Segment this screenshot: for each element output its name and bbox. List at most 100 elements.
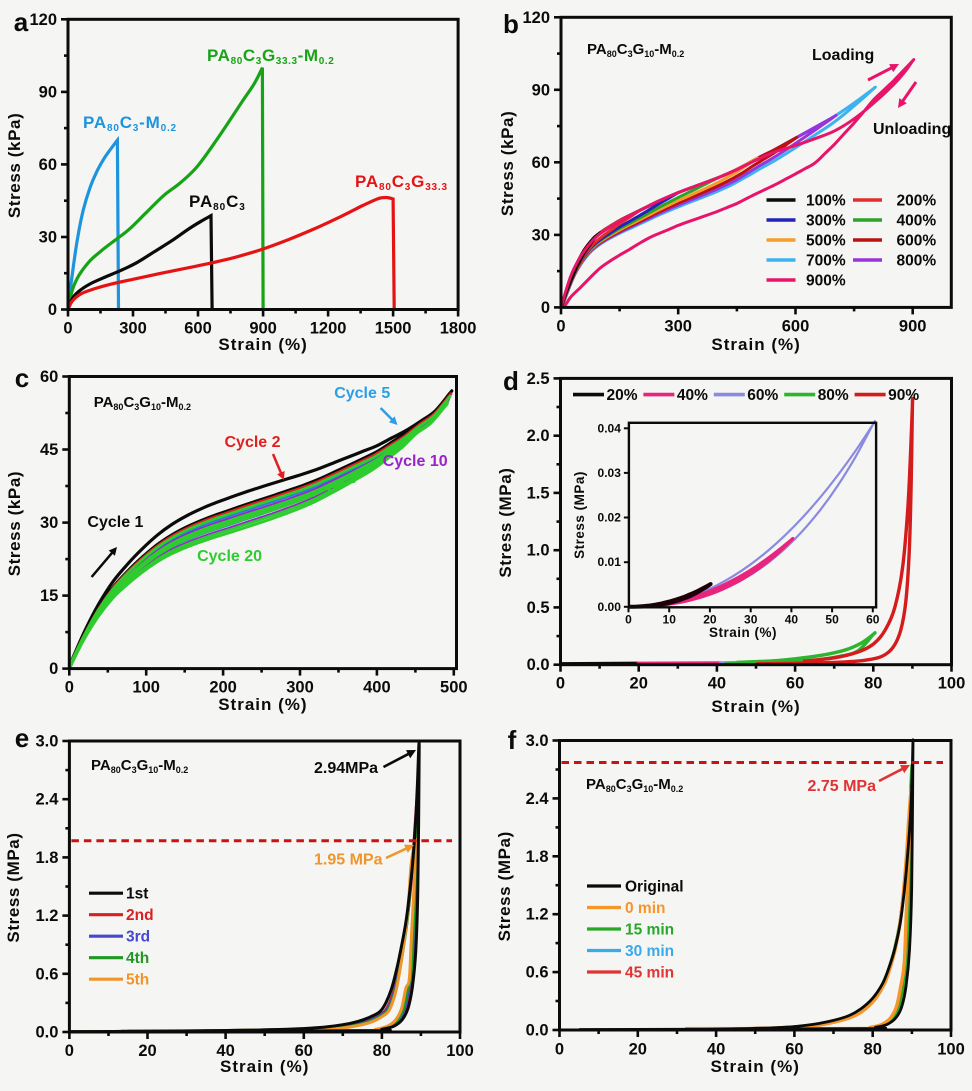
- svg-text:1800: 1800: [440, 320, 477, 338]
- svg-text:120: 120: [522, 9, 550, 27]
- svg-text:30: 30: [40, 514, 58, 532]
- svg-text:40: 40: [216, 1042, 234, 1060]
- svg-text:600%: 600%: [897, 233, 937, 250]
- svg-text:1.2: 1.2: [526, 906, 549, 924]
- svg-text:30: 30: [532, 226, 550, 244]
- svg-text:Cycle 10: Cycle 10: [383, 453, 448, 470]
- svg-text:100%: 100%: [806, 193, 846, 210]
- svg-text:Strain (%): Strain (%): [709, 625, 777, 640]
- svg-text:a: a: [14, 7, 29, 37]
- svg-text:80%: 80%: [818, 387, 849, 404]
- svg-text:900: 900: [899, 317, 927, 335]
- svg-text:200: 200: [209, 679, 237, 697]
- svg-text:2.0: 2.0: [527, 427, 550, 445]
- svg-text:40: 40: [708, 675, 726, 693]
- svg-text:100: 100: [446, 1042, 474, 1060]
- svg-text:60: 60: [40, 368, 58, 386]
- svg-text:0.6: 0.6: [526, 964, 549, 982]
- svg-text:400: 400: [363, 679, 391, 697]
- svg-text:Stress (MPa): Stress (MPa): [495, 831, 514, 941]
- svg-text:30: 30: [39, 229, 57, 247]
- svg-text:30 min: 30 min: [625, 943, 674, 960]
- svg-text:Loading: Loading: [812, 47, 874, 64]
- svg-text:45 min: 45 min: [625, 965, 674, 982]
- svg-text:900%: 900%: [806, 273, 846, 290]
- svg-text:Strain (%): Strain (%): [711, 697, 800, 716]
- svg-text:0.6: 0.6: [35, 965, 58, 983]
- svg-text:500: 500: [440, 679, 468, 697]
- svg-text:0.01: 0.01: [598, 555, 622, 569]
- svg-text:3.0: 3.0: [35, 733, 58, 751]
- svg-text:0: 0: [541, 299, 550, 317]
- svg-text:Stress (kPa): Stress (kPa): [5, 113, 24, 218]
- svg-text:2.94MPa: 2.94MPa: [314, 760, 378, 777]
- svg-text:1.8: 1.8: [526, 848, 549, 866]
- svg-text:2.5: 2.5: [527, 370, 550, 388]
- svg-text:20: 20: [629, 1041, 647, 1059]
- svg-text:60: 60: [866, 612, 880, 626]
- svg-text:0: 0: [65, 1042, 74, 1060]
- svg-text:0: 0: [556, 317, 565, 335]
- svg-text:Stress (MPa): Stress (MPa): [496, 467, 515, 577]
- svg-text:3rd: 3rd: [126, 929, 150, 946]
- svg-text:20: 20: [703, 612, 717, 626]
- svg-text:400%: 400%: [897, 213, 937, 230]
- svg-text:80: 80: [864, 675, 882, 693]
- svg-text:Original: Original: [625, 879, 684, 896]
- svg-text:90: 90: [39, 83, 57, 101]
- svg-text:Cycle 20: Cycle 20: [197, 548, 262, 565]
- svg-text:0.5: 0.5: [527, 599, 550, 617]
- svg-text:PA80​C3​G10​-M0.2​: PA80​C3​G10​-M0.2​: [586, 776, 683, 794]
- svg-text:900: 900: [249, 320, 277, 338]
- svg-text:300: 300: [664, 317, 692, 335]
- svg-text:20: 20: [630, 675, 648, 693]
- svg-text:300: 300: [119, 320, 147, 338]
- svg-text:Cycle 1: Cycle 1: [87, 514, 143, 531]
- svg-text:50: 50: [825, 612, 839, 626]
- svg-text:30: 30: [744, 612, 758, 626]
- svg-text:1.8: 1.8: [35, 849, 58, 867]
- svg-text:Strain (%): Strain (%): [220, 1057, 309, 1076]
- svg-text:PA80​C3​G33.3​: PA80​C3​G33.3​: [355, 172, 448, 193]
- svg-text:100: 100: [132, 679, 160, 697]
- svg-text:2.4: 2.4: [526, 790, 550, 808]
- svg-text:100: 100: [938, 675, 966, 693]
- svg-text:PA80​C3​G10​-M0.2​: PA80​C3​G10​-M0.2​: [91, 757, 188, 775]
- svg-text:0: 0: [63, 320, 72, 338]
- svg-text:500%: 500%: [806, 233, 846, 250]
- svg-text:0.0: 0.0: [526, 1022, 549, 1040]
- svg-text:0: 0: [65, 679, 74, 697]
- svg-text:20: 20: [138, 1042, 156, 1060]
- svg-text:1.95 MPa: 1.95 MPa: [314, 852, 383, 869]
- svg-text:0: 0: [49, 660, 58, 678]
- svg-text:2.4: 2.4: [35, 791, 59, 809]
- svg-text:Stress (kPa): Stress (kPa): [5, 471, 24, 576]
- svg-text:Cycle 5: Cycle 5: [334, 385, 390, 402]
- svg-text:40: 40: [785, 612, 799, 626]
- svg-text:80: 80: [373, 1042, 391, 1060]
- svg-text:Unloading: Unloading: [873, 121, 951, 138]
- svg-text:60%: 60%: [747, 387, 778, 404]
- svg-text:800%: 800%: [897, 253, 937, 270]
- svg-text:5th: 5th: [126, 972, 149, 989]
- svg-text:0: 0: [555, 1041, 564, 1059]
- svg-text:60: 60: [532, 154, 550, 172]
- svg-text:300%: 300%: [806, 213, 846, 230]
- svg-text:15 min: 15 min: [625, 922, 674, 939]
- svg-text:1500: 1500: [375, 320, 412, 338]
- svg-text:b: b: [503, 9, 519, 39]
- svg-text:40: 40: [707, 1041, 725, 1059]
- svg-text:700%: 700%: [806, 253, 846, 270]
- svg-text:4th: 4th: [126, 950, 149, 967]
- svg-text:0 min: 0 min: [625, 900, 665, 917]
- svg-text:600: 600: [782, 317, 810, 335]
- svg-text:Strain (%): Strain (%): [218, 695, 307, 714]
- svg-text:1.2: 1.2: [35, 907, 58, 925]
- svg-text:PA80​C3​G33.3​-M0.2​: PA80​C3​G33.3​-M0.2​: [207, 46, 334, 67]
- svg-text:10: 10: [663, 612, 677, 626]
- svg-text:0.03: 0.03: [598, 466, 622, 480]
- svg-text:45: 45: [40, 441, 58, 459]
- svg-text:e: e: [15, 723, 29, 753]
- svg-text:20%: 20%: [607, 387, 638, 404]
- svg-text:1.5: 1.5: [527, 484, 550, 502]
